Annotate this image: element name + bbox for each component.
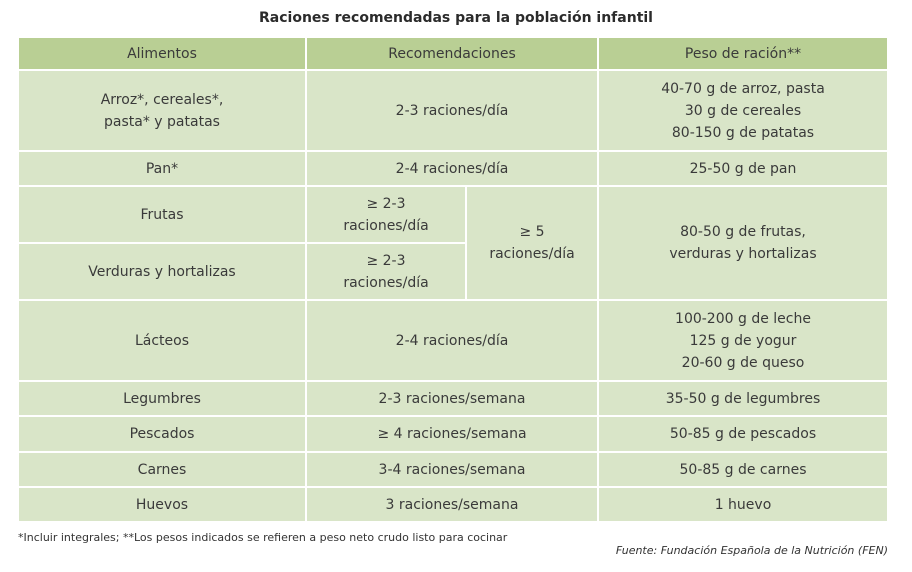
- cell-line: 2-4 raciones/día: [395, 160, 509, 177]
- source: Fuente: Fundación Española de la Nutrici…: [615, 544, 888, 557]
- cell-line: 30 g de cereales: [684, 102, 802, 119]
- weight-cell: 35-50 g de legumbres: [599, 382, 887, 415]
- cell-line: 125 g de yogur: [689, 332, 797, 349]
- food-cell: Frutas: [19, 187, 305, 242]
- cell-line: Arroz*, cereales*,: [100, 91, 224, 108]
- recommendation-cell: 3-4 raciones/semana: [307, 453, 597, 486]
- food-cell: Arroz*, cereales*, pasta* y patatas: [19, 71, 305, 150]
- cell-line: 2-3 raciones/semana: [378, 390, 526, 407]
- recommendation-cell: ≥ 4 raciones/semana: [307, 417, 597, 451]
- food-cell: Lácteos: [19, 301, 305, 380]
- recommendation-cell: 2-4 raciones/día: [307, 301, 597, 380]
- cell-line: Pescados: [129, 426, 195, 442]
- food-cell: Pan*: [19, 152, 305, 185]
- cell-line: 25-50 g de pan: [689, 160, 797, 177]
- weight-cell: 1 huevo: [599, 488, 887, 521]
- cell-line: 50-85 g de pescados: [669, 426, 817, 442]
- cell-line: ≥ 2-3: [366, 195, 406, 212]
- cell-line: raciones/día: [489, 246, 575, 262]
- recommendation-cell: ≥ 2-3 raciones/día: [307, 187, 465, 242]
- cell-line: 50-85 g de carnes: [679, 461, 807, 478]
- food-cell: Verduras y hortalizas: [19, 244, 305, 299]
- footnote: *Incluir integrales; **Los pesos indicad…: [18, 531, 508, 544]
- header-cell: Recomendaciones: [307, 38, 597, 69]
- cell-line: Pan*: [145, 160, 179, 177]
- cell-line: 1 huevo: [714, 496, 772, 513]
- header-cell: Alimentos: [19, 38, 305, 69]
- cell-line: 3 raciones/semana: [385, 496, 519, 513]
- cell-line: raciones/día: [343, 217, 429, 234]
- cell-line: 3-4 raciones/semana: [378, 461, 526, 478]
- cell-line: Lácteos: [134, 332, 190, 349]
- cell-line: ≥ 2-3: [366, 252, 406, 269]
- cell-line: 40-70 g de arroz, pasta: [661, 80, 825, 97]
- cell-line: Huevos: [135, 496, 189, 513]
- cell-line: 100-200 g de leche: [675, 310, 811, 327]
- food-cell: Pescados: [19, 417, 305, 451]
- weight-cell: 100-200 g de leche 125 g de yogur 20-60 g …: [599, 301, 887, 380]
- cell-line: Verduras y hortalizas: [88, 263, 236, 280]
- cell-line: ≥ 4 raciones/semana: [377, 426, 527, 442]
- cell-line: verduras y hortalizas: [669, 246, 817, 262]
- header-cell: Peso de ración**: [599, 38, 887, 69]
- recommendation-cell: 2-4 raciones/día: [307, 152, 597, 185]
- weight-cell: 25-50 g de pan: [599, 152, 887, 185]
- cell-line: pasta* y patatas: [104, 113, 220, 130]
- recommendation-cell: 2-3 raciones/semana: [307, 382, 597, 415]
- food-cell: Huevos: [19, 488, 305, 521]
- weight-cell: 50-85 g de pescados: [599, 417, 887, 451]
- cell-line: 80-50 g de frutas,: [680, 224, 806, 240]
- table-title: Raciones recomendadas para la población …: [259, 10, 653, 26]
- cell-line: 2-3 raciones/día: [395, 102, 509, 119]
- cell-line: ≥ 5: [519, 224, 545, 240]
- weight-cell: 50-85 g de carnes: [599, 453, 887, 486]
- recommendation-cell: 3 raciones/semana: [307, 488, 597, 521]
- cell-line: Frutas: [140, 206, 184, 223]
- cell-line: Legumbres: [123, 390, 201, 407]
- cell-line: 20-60 g de queso: [681, 354, 805, 371]
- food-cell: Legumbres: [19, 382, 305, 415]
- weight-cell: 40-70 g de arroz, pasta 30 g de cereales 8…: [599, 71, 887, 150]
- combined-recommendation-cell: ≥ 5 raciones/día: [467, 187, 597, 299]
- cell-line: Carnes: [137, 461, 187, 478]
- food-cell: Carnes: [19, 453, 305, 486]
- cell-line: 2-4 raciones/día: [395, 332, 509, 349]
- cell-line: 35-50 g de legumbres: [665, 390, 821, 407]
- combined-weight-cell: 80-50 g de frutas, verduras y hortalizas: [599, 187, 887, 299]
- recommendation-cell: 2-3 raciones/día: [307, 71, 597, 150]
- cell-line: 80-150 g de patatas: [671, 124, 815, 141]
- recommendation-cell: ≥ 2-3 raciones/día: [307, 244, 465, 299]
- cell-line: raciones/día: [343, 274, 429, 291]
